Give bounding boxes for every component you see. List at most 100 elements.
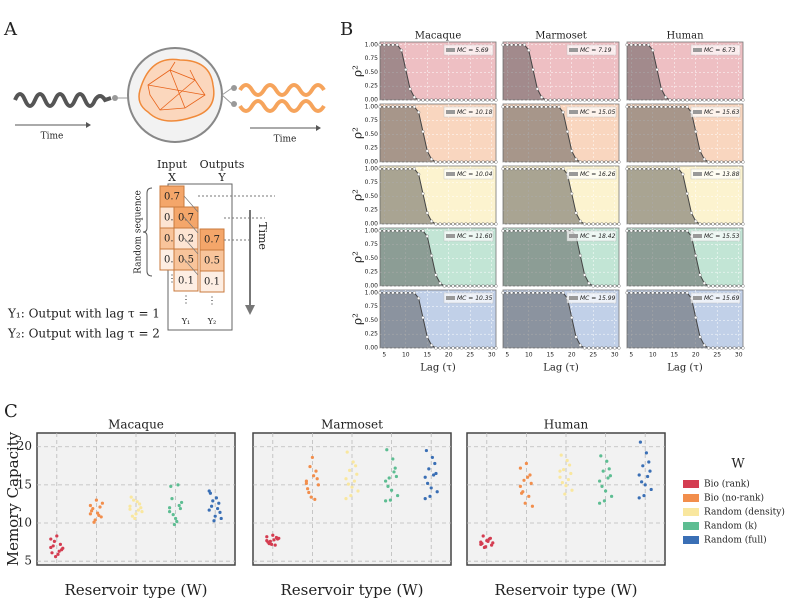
point [438, 222, 442, 226]
point [177, 503, 181, 508]
line [627, 106, 743, 163]
area [380, 106, 496, 162]
point [561, 229, 565, 233]
point [587, 222, 591, 226]
guide [198, 195, 275, 241]
point [646, 474, 650, 479]
point [664, 167, 668, 171]
point [509, 291, 514, 295]
point [308, 464, 312, 469]
point [134, 512, 138, 516]
point [570, 192, 574, 196]
point [646, 291, 651, 295]
point [438, 346, 442, 350]
legend-swatch [446, 48, 455, 52]
point [391, 457, 395, 461]
point [98, 505, 102, 509]
legend-label: Random (full) [704, 535, 767, 546]
point [719, 98, 724, 102]
point [681, 172, 685, 176]
point [218, 510, 222, 514]
cell-text: 0.1 [178, 276, 194, 287]
point [707, 160, 711, 164]
point [316, 483, 320, 487]
point [514, 229, 518, 233]
point [544, 167, 548, 171]
point [732, 222, 737, 226]
point [421, 130, 425, 134]
x-axis-label: Lag (τ) [543, 363, 579, 374]
area [627, 168, 743, 224]
y-axis-label: ρ² [351, 65, 365, 77]
point [557, 167, 561, 171]
column-title: Marmoset [535, 31, 587, 42]
line [627, 292, 743, 349]
point [505, 229, 509, 233]
point [685, 192, 689, 196]
x-tick-label: 5 [629, 352, 633, 359]
point [668, 105, 672, 109]
point [604, 98, 608, 102]
y-axis-label: ρ² [351, 127, 365, 139]
point [587, 160, 591, 164]
line [380, 230, 496, 287]
legend-swatch [693, 296, 702, 300]
point [412, 229, 416, 233]
point [408, 229, 412, 233]
point [558, 469, 562, 473]
point [558, 475, 562, 479]
point [345, 450, 349, 454]
point [395, 167, 399, 171]
point [421, 192, 425, 196]
point [509, 43, 514, 47]
point [642, 229, 646, 233]
legend-label: MC = 15.53 [704, 233, 740, 240]
point [490, 98, 494, 102]
point [211, 499, 215, 503]
legend-label: MC = 15.69 [704, 295, 740, 302]
point [408, 87, 412, 91]
point [451, 222, 455, 226]
point [132, 498, 136, 502]
point [702, 343, 706, 347]
point [514, 167, 518, 171]
point [535, 87, 539, 91]
line [503, 106, 619, 163]
point [604, 489, 608, 493]
legend-title: W [731, 457, 745, 472]
point [429, 486, 433, 490]
point [412, 95, 416, 99]
point [268, 539, 272, 543]
point [481, 222, 485, 226]
point [535, 105, 539, 109]
point [136, 508, 140, 512]
point [460, 160, 464, 164]
y-tick-label: 1.00 [365, 227, 379, 234]
point [633, 229, 638, 233]
point [638, 440, 643, 444]
point [613, 346, 617, 350]
point [451, 346, 455, 350]
point [642, 493, 646, 498]
legend-box [443, 230, 494, 242]
y-tick-label: 0.25 [365, 269, 379, 276]
point [540, 229, 544, 233]
y-tick-label: 5 [24, 554, 32, 568]
point [659, 87, 663, 91]
point [180, 500, 184, 505]
point [548, 98, 552, 102]
point [412, 291, 416, 295]
panel-title: Macaque [108, 418, 164, 432]
x-tick-label: 30 [488, 352, 496, 359]
cell-text: 0.5 [204, 256, 220, 267]
point [595, 98, 600, 102]
point [528, 473, 532, 477]
point [399, 105, 404, 109]
point [694, 98, 698, 102]
area [627, 230, 743, 286]
point [548, 229, 552, 233]
point [385, 448, 389, 452]
point [138, 502, 142, 506]
point [378, 167, 382, 171]
